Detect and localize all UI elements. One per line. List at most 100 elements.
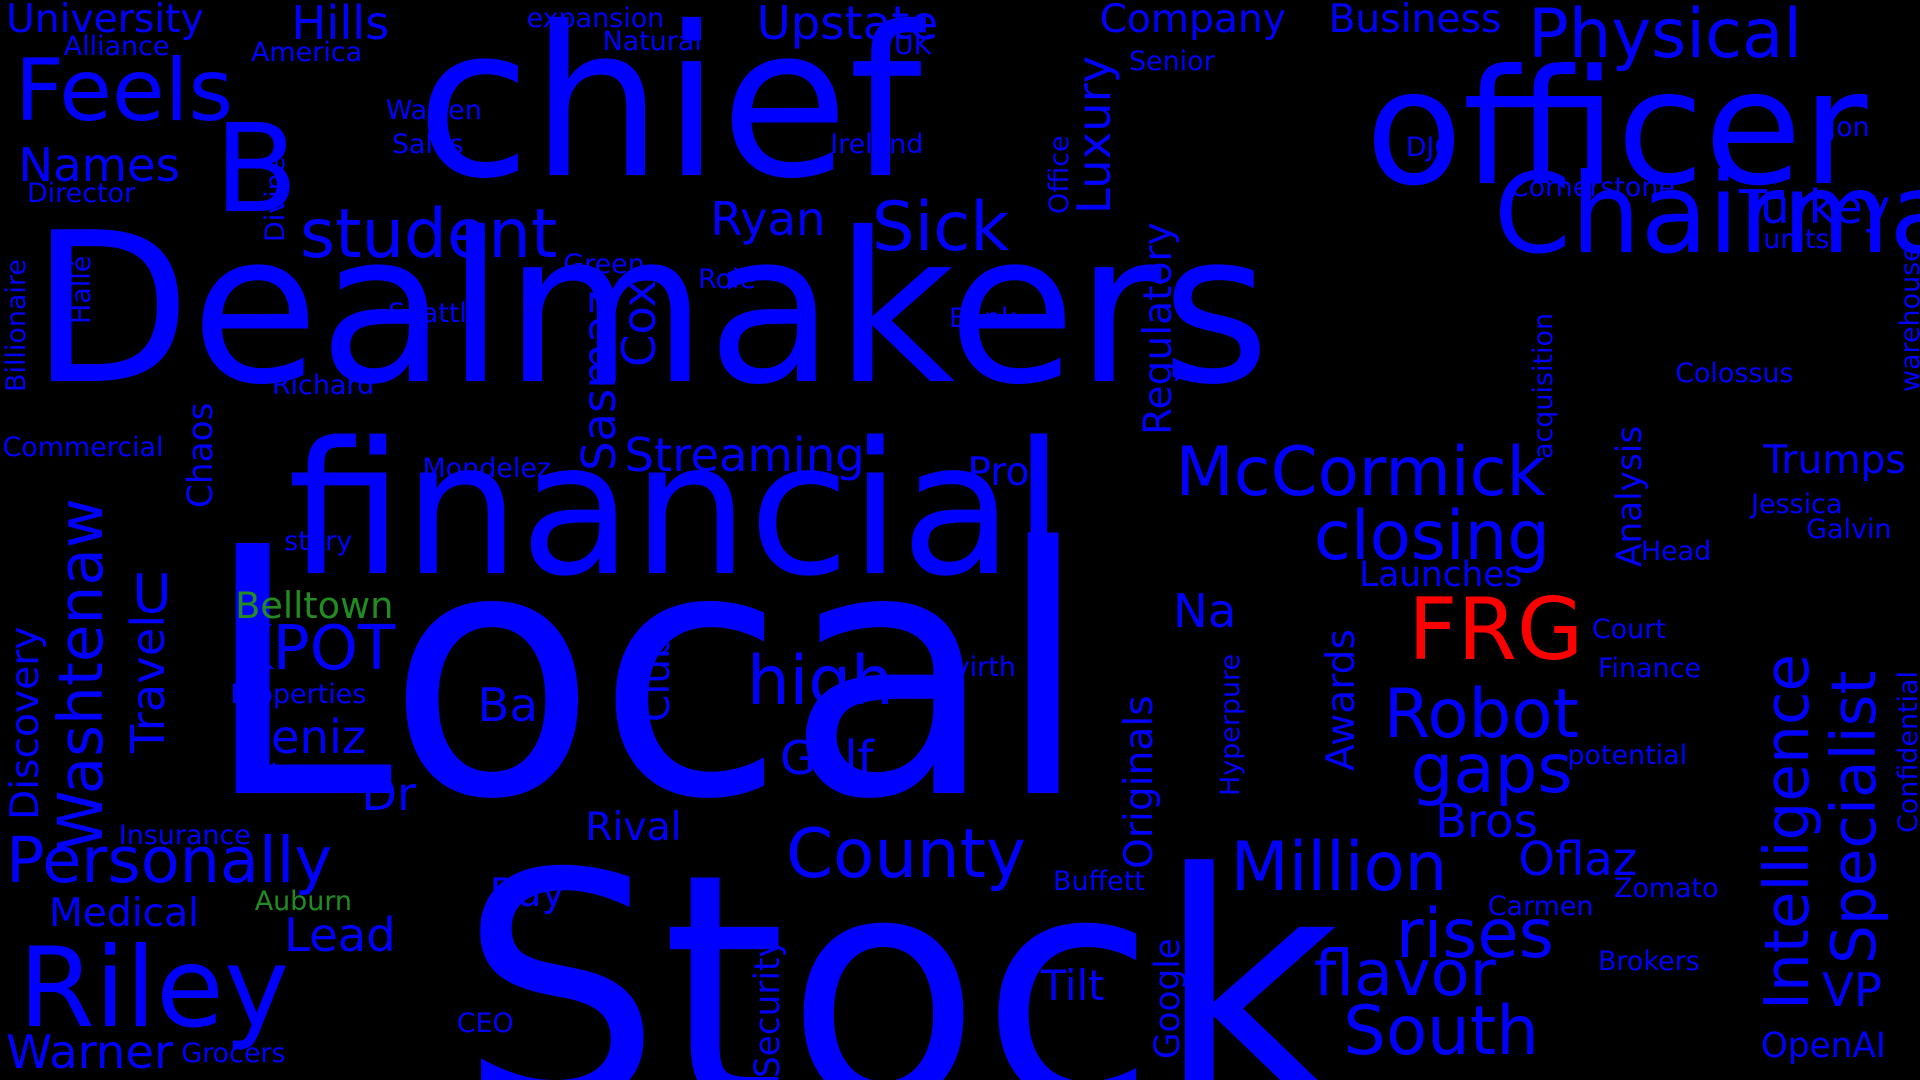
word-cloud-word: Properties bbox=[230, 679, 367, 711]
word-cloud-word: Billionaire bbox=[0, 258, 32, 392]
word-cloud-word: potential bbox=[1567, 740, 1688, 772]
word-cloud-word: Rival bbox=[585, 805, 682, 851]
word-cloud-word: Director bbox=[26, 178, 136, 210]
word-cloud-word: Regulatory bbox=[1135, 221, 1181, 435]
word-cloud-word: Dealmakers bbox=[30, 188, 1270, 431]
word-cloud-word: student bbox=[300, 193, 558, 273]
word-cloud-word: Insurance bbox=[118, 819, 251, 851]
word-cloud-word: Auburn bbox=[254, 885, 352, 917]
word-cloud-word: Discovery bbox=[3, 626, 49, 821]
word-cloud-word: OpenAI bbox=[1760, 1025, 1886, 1066]
word-cloud-word: Stock bbox=[459, 805, 1341, 1080]
word-cloud-word: Ireland bbox=[830, 129, 924, 161]
word-cloud-word: Senior bbox=[1128, 45, 1215, 77]
word-cloud-word: Warren bbox=[385, 94, 482, 126]
word-cloud-word: Buffett bbox=[1053, 866, 1145, 898]
word-cloud-word: Pro bbox=[967, 450, 1030, 496]
word-cloud-word: KPOT bbox=[232, 613, 396, 685]
word-cloud-word: Court bbox=[1591, 614, 1666, 646]
word-cloud-word: Launches bbox=[1359, 555, 1523, 596]
word-cloud-word: Names bbox=[18, 138, 180, 193]
word-cloud-word: Million bbox=[1230, 826, 1448, 906]
word-cloud-word: units bbox=[1763, 223, 1830, 255]
word-cloud-word: America bbox=[251, 37, 363, 69]
word-cloud-word: Medical bbox=[48, 890, 200, 936]
word-cloud-word: Personally bbox=[6, 824, 333, 899]
word-cloud-word: Specialist bbox=[1819, 670, 1891, 964]
word-cloud-word: Evirth bbox=[936, 652, 1016, 684]
word-cloud-word: McCormick bbox=[1175, 432, 1546, 512]
word-cloud-word: high bbox=[746, 640, 894, 720]
word-cloud-word: Confidential bbox=[1892, 670, 1920, 833]
word-cloud-word: Hallé bbox=[65, 256, 97, 325]
word-cloud-word: Buy bbox=[489, 871, 565, 917]
word-cloud-word: Luxury bbox=[1067, 56, 1122, 215]
word-cloud-word: Upstate bbox=[756, 0, 939, 50]
word-cloud-word: Divine bbox=[260, 157, 292, 243]
word-cloud-word: Google bbox=[1148, 938, 1189, 1060]
word-cloud-word: Richard bbox=[271, 370, 375, 402]
word-cloud-word: Galvin bbox=[1806, 513, 1892, 545]
word-cloud-word: Company bbox=[1099, 0, 1286, 42]
word-cloud-word: Tilt bbox=[1040, 960, 1105, 1010]
word-cloud-word: Belltown bbox=[235, 583, 394, 627]
word-cloud-word: officer bbox=[1365, 34, 1868, 221]
word-cloud-word: Turkey bbox=[1738, 179, 1891, 234]
word-cloud-word: flavor bbox=[1313, 936, 1496, 1011]
word-cloud-word: Finance bbox=[1597, 653, 1701, 685]
word-cloud-word: Role bbox=[697, 263, 756, 295]
word-cloud-word: DJC bbox=[1405, 131, 1454, 163]
word-cloud-word: Feels bbox=[14, 40, 234, 141]
word-cloud-word: Club bbox=[633, 634, 679, 723]
word-cloud-word: Na bbox=[1173, 583, 1237, 638]
word-cloud-word: chief bbox=[416, 0, 922, 225]
word-cloud-word: Zomato bbox=[1613, 872, 1719, 904]
word-cloud-word: Green bbox=[563, 249, 645, 281]
word-cloud-word: Physical bbox=[1528, 0, 1803, 73]
word-cloud-word: financial bbox=[287, 403, 1065, 617]
word-cloud-word: Hills bbox=[291, 0, 390, 50]
word-cloud-word: Roberts bbox=[236, 758, 340, 790]
word-cloud-word: Ryan bbox=[710, 191, 826, 246]
word-cloud-word: Seattle bbox=[388, 298, 484, 330]
word-cloud-word: Sick bbox=[871, 187, 1010, 267]
word-cloud-word: CEO bbox=[456, 1008, 514, 1040]
word-cloud-word: Washtenaw bbox=[46, 498, 118, 852]
word-cloud-word: gaps bbox=[1410, 728, 1573, 808]
word-cloud-word: Jessica bbox=[1751, 489, 1843, 521]
word-cloud-word: Bank bbox=[948, 303, 1017, 335]
word-cloud-word: Local bbox=[202, 475, 1091, 875]
word-cloud-word: Business bbox=[1328, 0, 1502, 42]
word-cloud-word: closing bbox=[1313, 496, 1550, 576]
word-cloud-word: B bbox=[214, 96, 299, 240]
word-cloud-word: Warner bbox=[6, 1024, 174, 1079]
word-cloud-word: Robot bbox=[1383, 673, 1579, 753]
word-cloud-word: Brokers bbox=[1597, 945, 1700, 977]
word-cloud-word: warehouse bbox=[1894, 245, 1920, 392]
word-cloud-word: Dr bbox=[361, 767, 417, 822]
word-cloud-word: Originals bbox=[1117, 695, 1163, 870]
word-cloud-word: Bros bbox=[1435, 794, 1538, 849]
word-cloud-word: VP bbox=[1822, 963, 1882, 1018]
word-cloud-word: Streaming bbox=[624, 428, 865, 483]
word-cloud-word: Travel bbox=[120, 614, 175, 754]
word-cloud-word: U bbox=[132, 561, 172, 625]
word-cloud-word: Hyperpure bbox=[1215, 653, 1247, 796]
word-cloud-word: Oflaz bbox=[1518, 832, 1638, 887]
word-cloud-word: rises bbox=[1395, 894, 1554, 973]
word-cloud-word: Mondelez bbox=[422, 452, 552, 484]
word-cloud-word: Chaos bbox=[180, 402, 221, 509]
word-cloud-word: Alliance bbox=[63, 31, 170, 63]
word-cloud-word: Cornerstone bbox=[1509, 172, 1676, 204]
word-cloud-word: Jon bbox=[1828, 112, 1870, 144]
word-cloud-word: Cox bbox=[611, 280, 666, 368]
word-cloud-word: South bbox=[1343, 990, 1539, 1070]
word-cloud-word: County bbox=[786, 814, 1026, 894]
word-cloud-word: Chairman bbox=[1493, 150, 1920, 279]
word-cloud-word: Intelligence bbox=[1752, 654, 1824, 1011]
word-cloud-word: Office bbox=[1043, 135, 1075, 215]
word-cloud-word: expansion bbox=[526, 3, 665, 35]
word-cloud-word: Ba bbox=[477, 678, 538, 733]
word-cloud-word: Security bbox=[747, 936, 788, 1078]
